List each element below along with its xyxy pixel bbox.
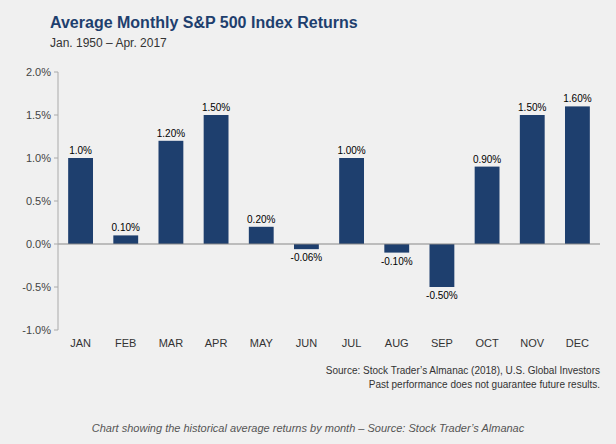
y-tick-label: 2.0%	[26, 66, 51, 78]
y-axis: -1.0% -0.5% 0.0% 0.5% 1.0% 1.5% 2.0%	[22, 66, 58, 336]
data-label: 1.50%	[202, 102, 230, 113]
bar	[294, 244, 319, 249]
y-tick-label: 1.0%	[26, 152, 51, 164]
bar	[204, 115, 229, 244]
zero-line	[58, 244, 600, 245]
y-tick-label: -1.0%	[22, 324, 51, 336]
source-note: Past performance does not guarantee futu…	[369, 379, 600, 390]
data-label: -0.50%	[426, 290, 458, 301]
data-label: 0.10%	[112, 222, 140, 233]
x-tick-label: MAY	[250, 337, 274, 349]
x-tick-label: NOV	[520, 337, 545, 349]
x-tick-label: JAN	[70, 337, 91, 349]
x-tick-label: JUN	[296, 337, 317, 349]
annotations: Source: Stock Trader’s Almanac (2018), U…	[92, 365, 600, 434]
data-label: 1.20%	[157, 128, 185, 139]
chart-container: Average Monthly S&P 500 Index Returns Jan…	[0, 0, 616, 444]
title: Average Monthly S&P 500 Index Returns	[50, 14, 358, 31]
bar	[339, 158, 364, 244]
data-label: -0.10%	[381, 256, 413, 267]
y-tick-label: 1.5%	[26, 109, 51, 121]
data-label: 1.00%	[337, 145, 365, 156]
footer: Chart showing the historical average ret…	[92, 422, 525, 434]
y-tick-label: 0.0%	[26, 238, 51, 250]
x-tick-label: FEB	[115, 337, 136, 349]
bar	[520, 115, 545, 244]
data-label: 1.60%	[563, 93, 591, 104]
x-tick-label: APR	[205, 337, 228, 349]
y-tick	[54, 287, 58, 288]
y-tick	[54, 201, 58, 202]
bar	[68, 158, 93, 244]
x-tick-label: MAR	[159, 337, 184, 349]
bar	[384, 244, 409, 253]
bar	[249, 227, 274, 244]
data-label: 1.0%	[69, 145, 92, 156]
bar	[158, 141, 183, 244]
x-tick-label: DEC	[566, 337, 589, 349]
y-tick-label: 0.5%	[26, 195, 51, 207]
bar	[565, 106, 590, 244]
x-tick-label: JUL	[342, 337, 362, 349]
x-axis: JAN FEB MAR APR MAY JUN JUL AUG SEP OCT NOV DEC	[70, 337, 589, 349]
data-labels: 1.0% 0.10% 1.20% 1.50% 0.20% -0.06% 1.00% -0.10…	[69, 93, 592, 301]
y-tick	[54, 72, 58, 73]
bar	[429, 244, 454, 287]
x-tick-label: AUG	[385, 337, 409, 349]
bars	[68, 106, 590, 287]
x-tick-label: OCT	[475, 337, 499, 349]
y-tick	[54, 158, 58, 159]
data-label: 0.20%	[247, 214, 275, 225]
bar	[113, 235, 138, 244]
y-tick	[54, 330, 58, 331]
y-tick	[54, 244, 58, 245]
bar	[475, 167, 500, 244]
subtitle: Jan. 1950 – Apr. 2017	[50, 36, 167, 50]
source-note: Source: Stock Trader’s Almanac (2018), U…	[326, 365, 600, 376]
y-tick-label: -0.5%	[22, 281, 51, 293]
data-label: 1.50%	[518, 102, 546, 113]
x-tick-label: SEP	[431, 337, 453, 349]
data-label: 0.90%	[473, 154, 501, 165]
chart-svg: Average Monthly S&P 500 Index Returns Jan…	[0, 0, 616, 444]
data-label: -0.06%	[291, 252, 323, 263]
y-tick	[54, 115, 58, 116]
